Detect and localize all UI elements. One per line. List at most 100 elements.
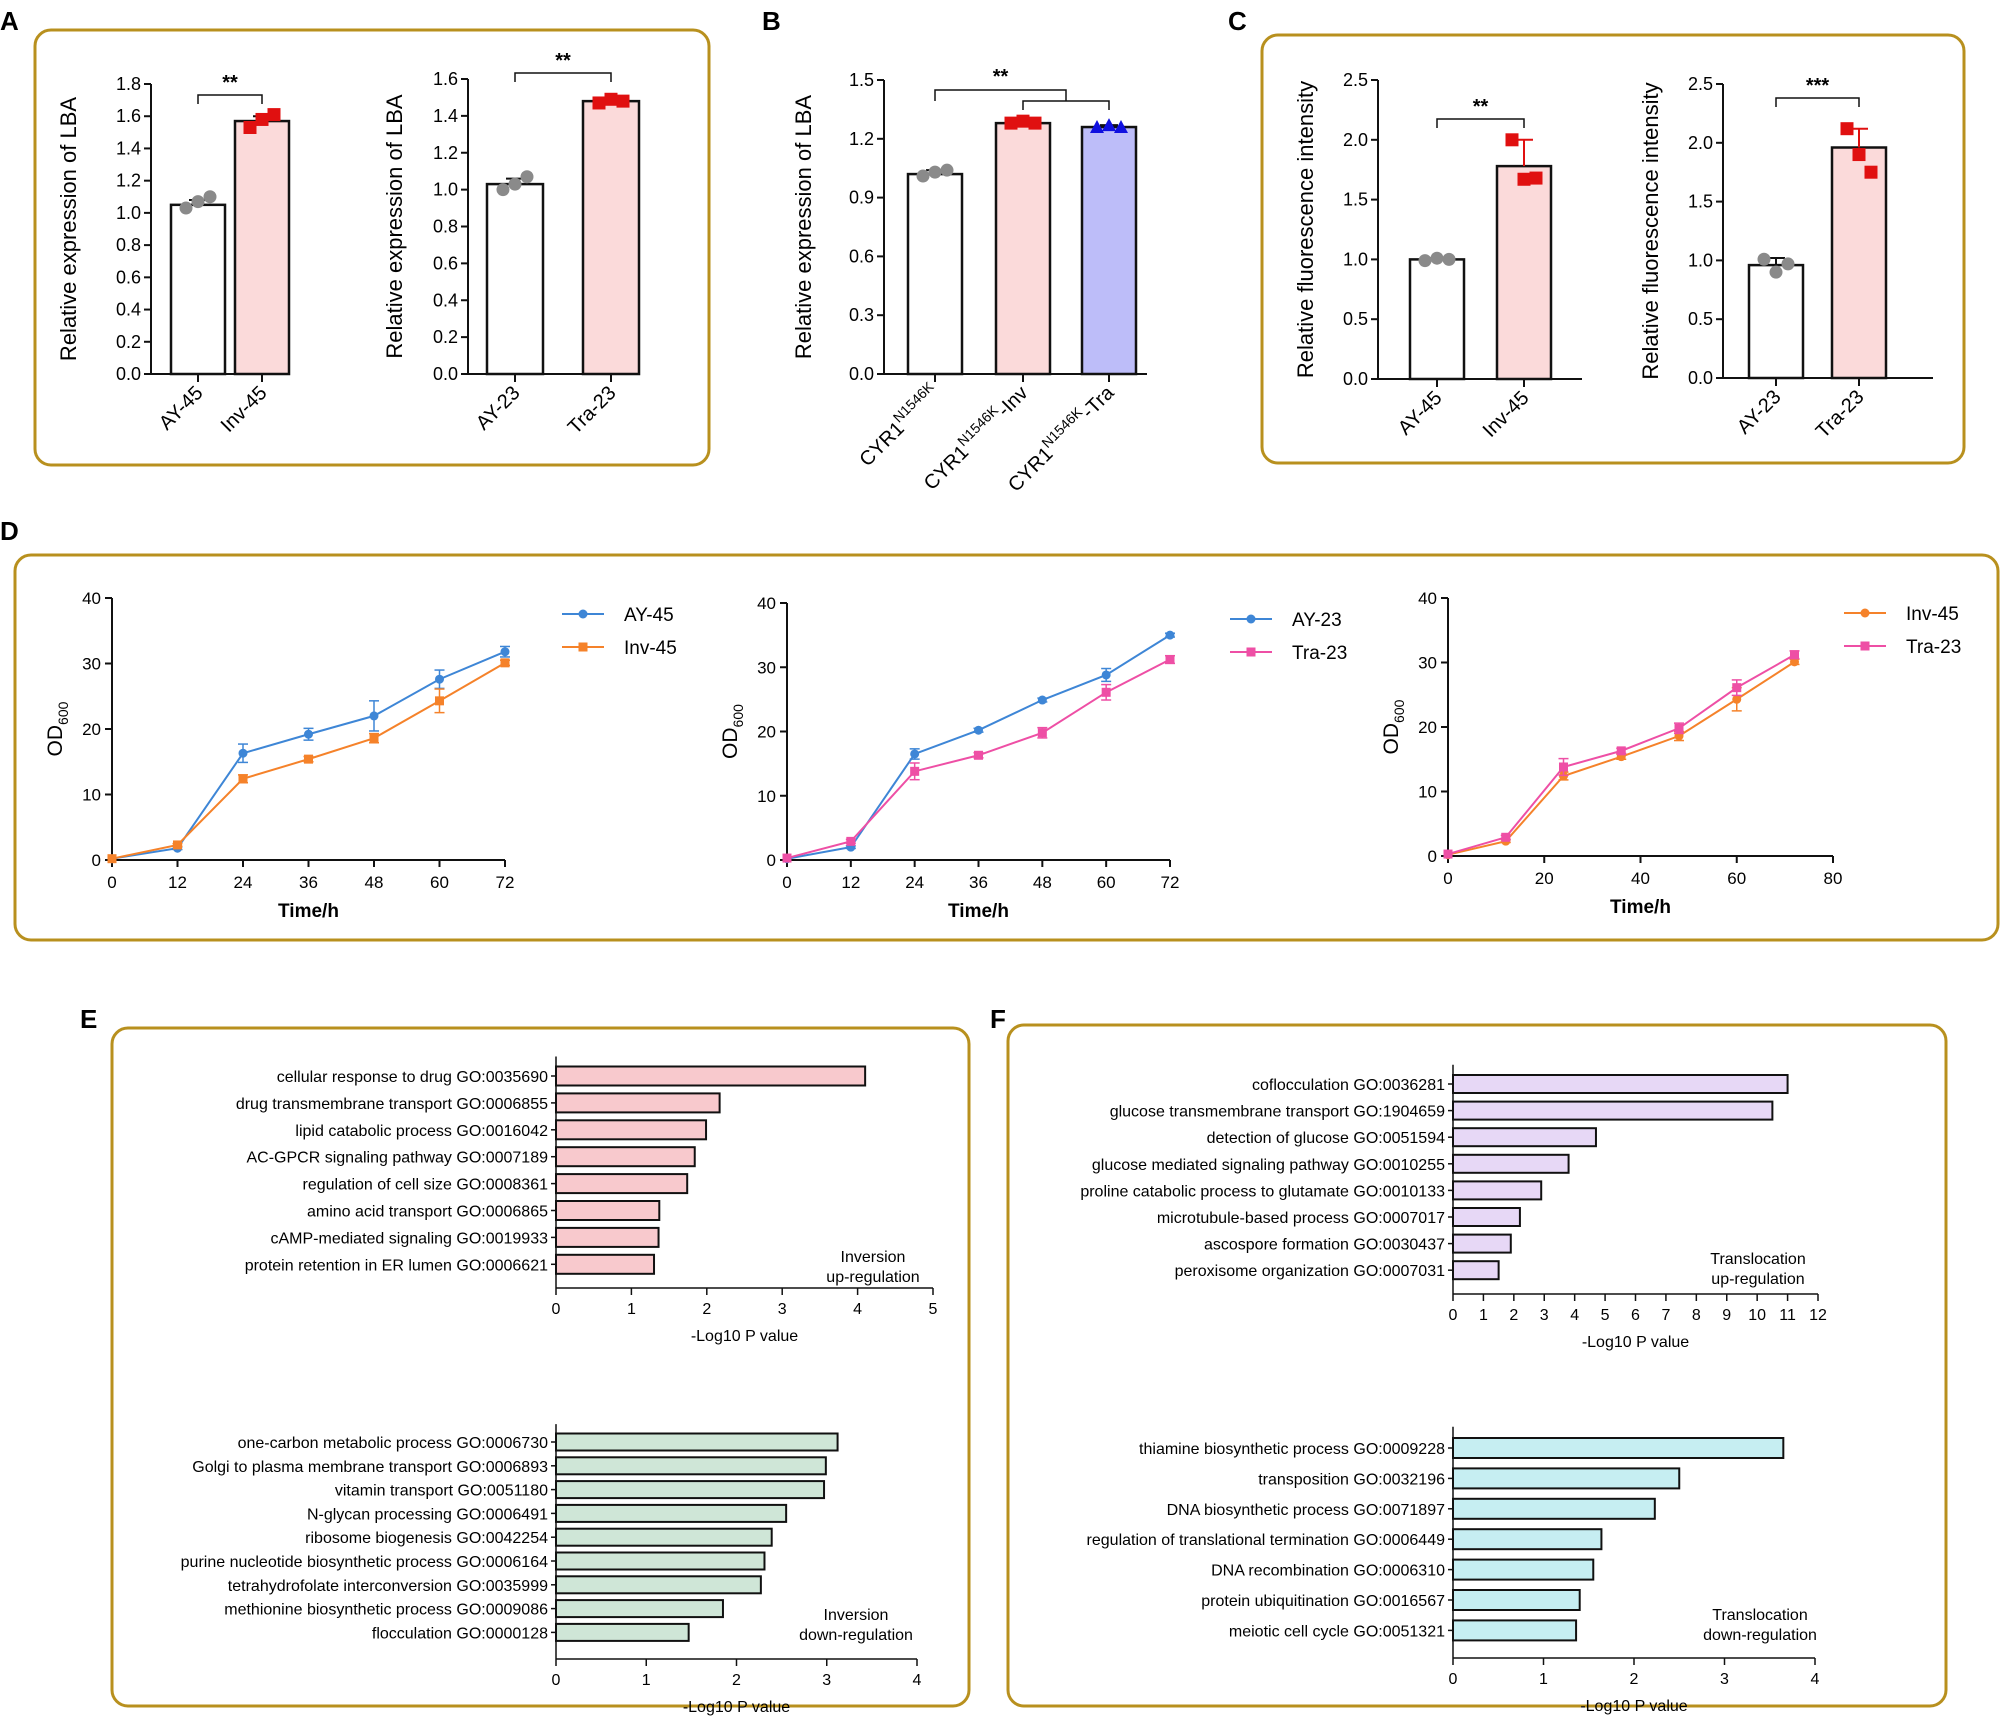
data-point — [1505, 133, 1519, 147]
category-label: DNA biosynthetic process GO:0071897 — [1167, 1502, 1445, 1519]
legend-label: Inv-45 — [1906, 604, 1959, 625]
x-tick-label: 36 — [299, 873, 318, 892]
bar — [485, 182, 545, 376]
x-axis-title: Time/h — [1610, 897, 1671, 918]
y-tick-label: 0.0 — [116, 364, 141, 384]
data-point — [1114, 120, 1128, 134]
y-tick-label: 30 — [1418, 654, 1437, 673]
category-label: cellular response to drug GO:0035690 — [277, 1069, 548, 1086]
bar — [555, 1622, 690, 1642]
x-tick-label: 0 — [1443, 869, 1452, 888]
y-tick-label: 1.5 — [1688, 192, 1713, 212]
y-axis-title: Relative fluorescence intensity — [1293, 81, 1318, 378]
y-tick-label: 0.8 — [433, 217, 458, 237]
category-label: protein retention in ER lumen GO:0006621 — [245, 1257, 548, 1274]
x-tick-label: 0 — [1449, 1307, 1458, 1324]
y-tick-label: 2.0 — [1688, 133, 1713, 153]
data-point — [1790, 650, 1799, 660]
data-point — [1102, 118, 1116, 132]
data-point — [974, 750, 983, 760]
bar — [555, 1599, 724, 1619]
x-tick-label: 72 — [1161, 873, 1180, 892]
data-point — [1840, 122, 1854, 136]
x-tick-label: 2 — [732, 1672, 741, 1689]
x-tick-label: 80 — [1824, 869, 1843, 888]
significance-label: ** — [222, 72, 238, 94]
significance-bracket — [934, 89, 1067, 101]
category-label: regulation of cell size GO:0008361 — [303, 1177, 549, 1194]
data-point — [107, 854, 117, 864]
category-label: regulation of translational termination … — [1087, 1532, 1446, 1549]
x-tick-label: 1 — [627, 1301, 636, 1318]
y-tick-label: 1.2 — [116, 171, 141, 191]
bar — [1452, 1100, 1774, 1121]
data-point — [1781, 257, 1795, 271]
x-tick-label: 24 — [234, 873, 253, 892]
x-tick-label: 5 — [1601, 1307, 1610, 1324]
x-tick-label: 12 — [841, 873, 860, 892]
category-label: lipid catabolic process GO:0016042 — [295, 1123, 548, 1140]
panel-frames — [13, 28, 2000, 1708]
data-point — [1028, 116, 1042, 130]
legend-label: Tra-23 — [1292, 643, 1347, 664]
x-tick-label: 10 — [1748, 1307, 1766, 1324]
y-tick-label: 0.0 — [433, 364, 458, 384]
bar — [555, 1226, 660, 1248]
panel-label-b: B — [762, 6, 781, 36]
data-point — [500, 647, 510, 657]
data-point — [592, 96, 606, 110]
data-point — [435, 696, 444, 706]
x-tick-label: 7 — [1661, 1307, 1670, 1324]
data-point — [1101, 687, 1111, 697]
y-tick-label: 40 — [757, 594, 776, 613]
hbar-chart-f2: thiamine biosynthetic process GO:0009228… — [1087, 1426, 1820, 1715]
x-tick-label: 0 — [552, 1672, 561, 1689]
significance-bracket — [1775, 97, 1860, 107]
category-label: glucose transmembrane transport GO:19046… — [1110, 1104, 1445, 1121]
data-point — [974, 725, 983, 735]
panel-label-a: A — [0, 6, 19, 36]
bar — [555, 1146, 696, 1168]
hbar-chart-e1: cellular response to drug GO:0035690 drug… — [236, 1056, 938, 1345]
data-point — [1442, 252, 1456, 266]
y-tick-label: 1.6 — [433, 69, 458, 89]
bar — [555, 1432, 839, 1452]
x-axis-title: -Log10 P value — [1580, 1698, 1687, 1715]
y-tick-label: 0.0 — [1688, 368, 1713, 388]
data-point — [1501, 832, 1511, 842]
bar — [1452, 1233, 1512, 1254]
frame-e — [110, 1026, 971, 1708]
data-point — [238, 774, 248, 784]
hbar-chart-e2: one-carbon metabolic process GO:0006730 G… — [181, 1424, 922, 1716]
y-tick-label: 0 — [1428, 847, 1437, 866]
y-tick-label: 1.0 — [433, 180, 458, 200]
category-label: protein ubiquitination GO:0016567 — [1201, 1593, 1445, 1610]
annotation-line: up-regulation — [1711, 1271, 1804, 1288]
data-point — [173, 840, 182, 850]
category-label: detection of glucose GO:0051594 — [1207, 1130, 1445, 1147]
x-axis-title: -Log10 P value — [683, 1699, 790, 1716]
y-tick-label: 0 — [92, 851, 101, 870]
significance-bracket — [1436, 118, 1525, 128]
category-label: ascospore formation GO:0030437 — [1204, 1237, 1445, 1254]
significance-bracket — [197, 94, 263, 104]
data-point — [238, 748, 248, 758]
x-tick-label: 4 — [913, 1672, 922, 1689]
frame-a — [33, 28, 711, 467]
bar — [1452, 1074, 1789, 1094]
x-tick-label: 20 — [1535, 869, 1554, 888]
category-label: DNA recombination GO:0006310 — [1211, 1563, 1445, 1580]
bar — [581, 99, 641, 376]
legend-marker — [578, 609, 588, 619]
bar — [1452, 1467, 1681, 1490]
bar — [555, 1173, 689, 1195]
data-point — [496, 183, 510, 197]
y-tick-label: 0.0 — [849, 364, 874, 384]
bar — [555, 1575, 762, 1595]
y-axis-title: Relative expression of LBA — [791, 95, 816, 359]
x-tick-label: 12 — [168, 873, 187, 892]
annotation-line: down-regulation — [799, 1627, 913, 1644]
y-tick-label: 1.4 — [116, 138, 141, 158]
data-point — [1529, 171, 1543, 185]
